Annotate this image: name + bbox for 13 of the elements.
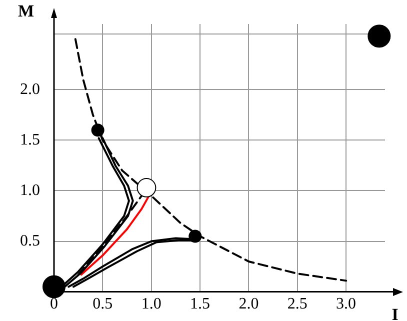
y-axis-title: M <box>18 1 34 20</box>
x-tick-label: 3.0 <box>336 296 356 313</box>
x-tick-label: 0 <box>50 296 58 313</box>
x-tick-label: 2.5 <box>287 296 308 313</box>
y-tick-label: 0.5 <box>20 232 40 250</box>
y-tick-label: 1.5 <box>20 131 40 148</box>
x-tick-label: 0.5 <box>92 296 113 313</box>
y-tick-label: 1.0 <box>20 182 40 199</box>
x-tick-label: 1.5 <box>190 296 210 313</box>
x-axis-title: I <box>392 305 399 321</box>
y-tick-label: 2.0 <box>20 80 40 98</box>
x-tick-label: 1.0 <box>141 296 162 313</box>
x-tick-label: 2.0 <box>238 296 259 313</box>
